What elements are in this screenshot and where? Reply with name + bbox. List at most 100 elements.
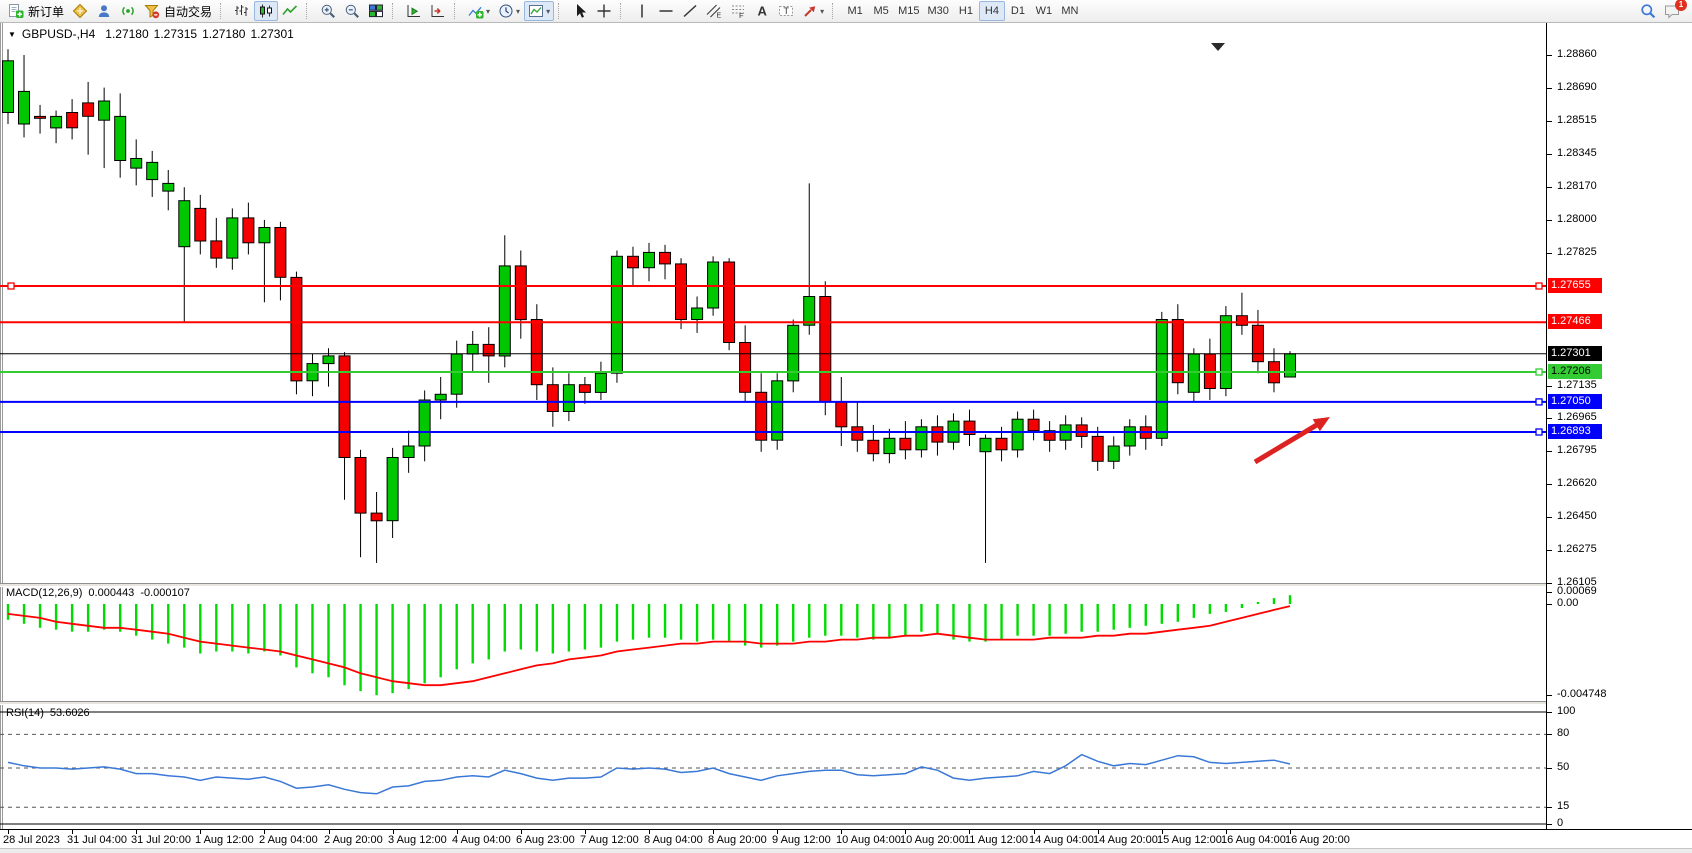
macd-pane[interactable] [0,586,1546,701]
periods-button[interactable]: ▾ [494,1,524,21]
annotation-arrow-head[interactable] [1312,417,1330,432]
macd-tick [1547,695,1552,696]
pane-separator-rsi[interactable] [0,701,1692,705]
bar-chart-button[interactable] [230,1,254,21]
time-tick [200,830,201,834]
community-button[interactable] [92,1,116,21]
rsi-tick [1547,824,1552,825]
chevron-down-icon[interactable]: ▾ [486,6,491,16]
ohlc-high: 1.27315 [153,27,198,41]
timeframe-m30[interactable]: M30 [927,5,949,17]
timeframe-m1[interactable]: M1 [847,5,863,17]
price-tick [1547,386,1552,387]
time-tick-label: 8 Aug 20:00 [708,834,767,846]
macd-tick-label: 0.00069 [1557,585,1597,597]
search-button[interactable] [1636,1,1660,21]
time-tick [777,830,778,834]
timeframe-m5[interactable]: M5 [873,5,889,17]
time-tick-label: 6 Aug 23:00 [516,834,575,846]
signals-button[interactable] [116,1,140,21]
cursor-button[interactable] [568,1,592,21]
chat-button[interactable]: 1 [1660,0,1687,21]
price-tick-label: 1.26450 [1557,510,1597,522]
clock-icon [498,3,514,19]
toolbar-separator [454,3,461,19]
autotrading-button[interactable]: 自动交易 [140,1,216,21]
indicators-button[interactable]: ▾ [464,1,494,21]
vline-icon [634,3,650,19]
chart-window [0,23,1692,853]
templates-button[interactable]: ▾ [524,1,555,21]
support-line-blue-1-anchor[interactable] [1535,398,1543,406]
support-line-blue-2-price-badge: 1.26893 [1548,424,1602,439]
community-icon [96,3,112,19]
zoom-out-icon [344,3,360,19]
auto-scroll-icon [406,3,422,19]
svg-text:E: E [717,13,722,20]
timeframe-h4[interactable]: H4 [978,1,1005,21]
time-tick [713,830,714,834]
time-tick [136,830,137,834]
resistance-line-1-anchor[interactable] [1535,282,1543,290]
resistance-line-1-anchor[interactable] [7,282,15,290]
symbol-dropdown-icon[interactable]: ▼ [8,29,16,39]
time-tick-label: 16 Aug 04:00 [1221,834,1286,846]
vertical-line-button[interactable] [630,1,654,21]
svg-text:F: F [739,11,744,19]
new-order-button[interactable]: 新订单 [4,1,68,21]
line-chart-button[interactable] [278,1,302,21]
chevron-down-icon[interactable]: ▾ [820,6,825,16]
text-icon: A [754,3,770,19]
main-chart-pane[interactable] [0,42,1546,584]
price-tick-label: 1.26275 [1557,543,1597,555]
timeframe-d1[interactable]: D1 [1010,5,1025,17]
svg-text:A: A [758,4,768,19]
time-tick [264,830,265,834]
zoom-in-button[interactable] [316,1,340,21]
horizontal-line-button[interactable] [654,1,678,21]
zoom-out-button[interactable] [340,1,364,21]
text-button[interactable]: A [750,1,774,21]
support-line-blue-2-anchor[interactable] [1535,428,1543,436]
chevron-down-icon[interactable]: ▾ [546,6,551,16]
text-label-button[interactable]: T [774,1,798,21]
rsi-pane[interactable] [0,706,1546,826]
timeframe-h1[interactable]: H1 [958,5,973,17]
price-tick-label: 1.28860 [1557,48,1597,60]
timeframe-mn[interactable]: MN [1061,5,1079,17]
trendline-button[interactable] [678,1,702,21]
fibonacci-button[interactable]: F [726,1,750,21]
pane-separator-macd[interactable] [0,583,1692,587]
metaeditor-button[interactable] [68,1,92,21]
timeframe-m15[interactable]: M15 [898,5,920,17]
time-tick [8,830,9,834]
price-tick [1547,484,1552,485]
candlestick-chart-button[interactable] [254,1,279,21]
time-axis[interactable]: 28 Jul 2023 31 Jul 04:00 31 Jul 20:00 1 Aug… [0,829,1692,848]
support-line-green-anchor[interactable] [1535,368,1543,376]
chart-shift-marker[interactable] [1211,43,1225,51]
auto-scroll-button[interactable] [402,1,426,21]
tile-windows-button[interactable] [364,1,388,21]
time-tick [457,830,458,834]
new-order-icon [8,3,24,19]
price-tick-label: 1.26965 [1557,411,1597,423]
chart-shift-button[interactable] [426,1,450,21]
annotation-arrow[interactable] [1253,421,1321,465]
time-tick [1098,830,1099,834]
rsi-tick-label: 80 [1557,727,1570,739]
toolbar-separator [220,3,227,19]
toolbar: 新订单 自动交易 ▾ ▾ ▾ E F A T ▾ M1 M5 M15 M30 H1 H4 D1 W1 MN 1 [0,0,1692,23]
time-tick-label: 1 Aug 12:00 [195,834,254,846]
price-axis[interactable]: 1.28860 1.28690 1.28515 1.28345 1.28170 1.280… [1546,23,1692,829]
chevron-down-icon[interactable]: ▾ [516,6,521,16]
time-tick-label: 2 Aug 20:00 [324,834,383,846]
arrows-button[interactable]: ▾ [798,1,828,21]
time-tick [521,830,522,834]
crosshair-button[interactable] [592,1,616,21]
equidistant-channel-button[interactable]: E [702,1,726,21]
rsi-tick-label: 15 [1557,800,1570,812]
timeframe-w1[interactable]: W1 [1035,5,1053,17]
price-tick-label: 1.28170 [1557,180,1597,192]
